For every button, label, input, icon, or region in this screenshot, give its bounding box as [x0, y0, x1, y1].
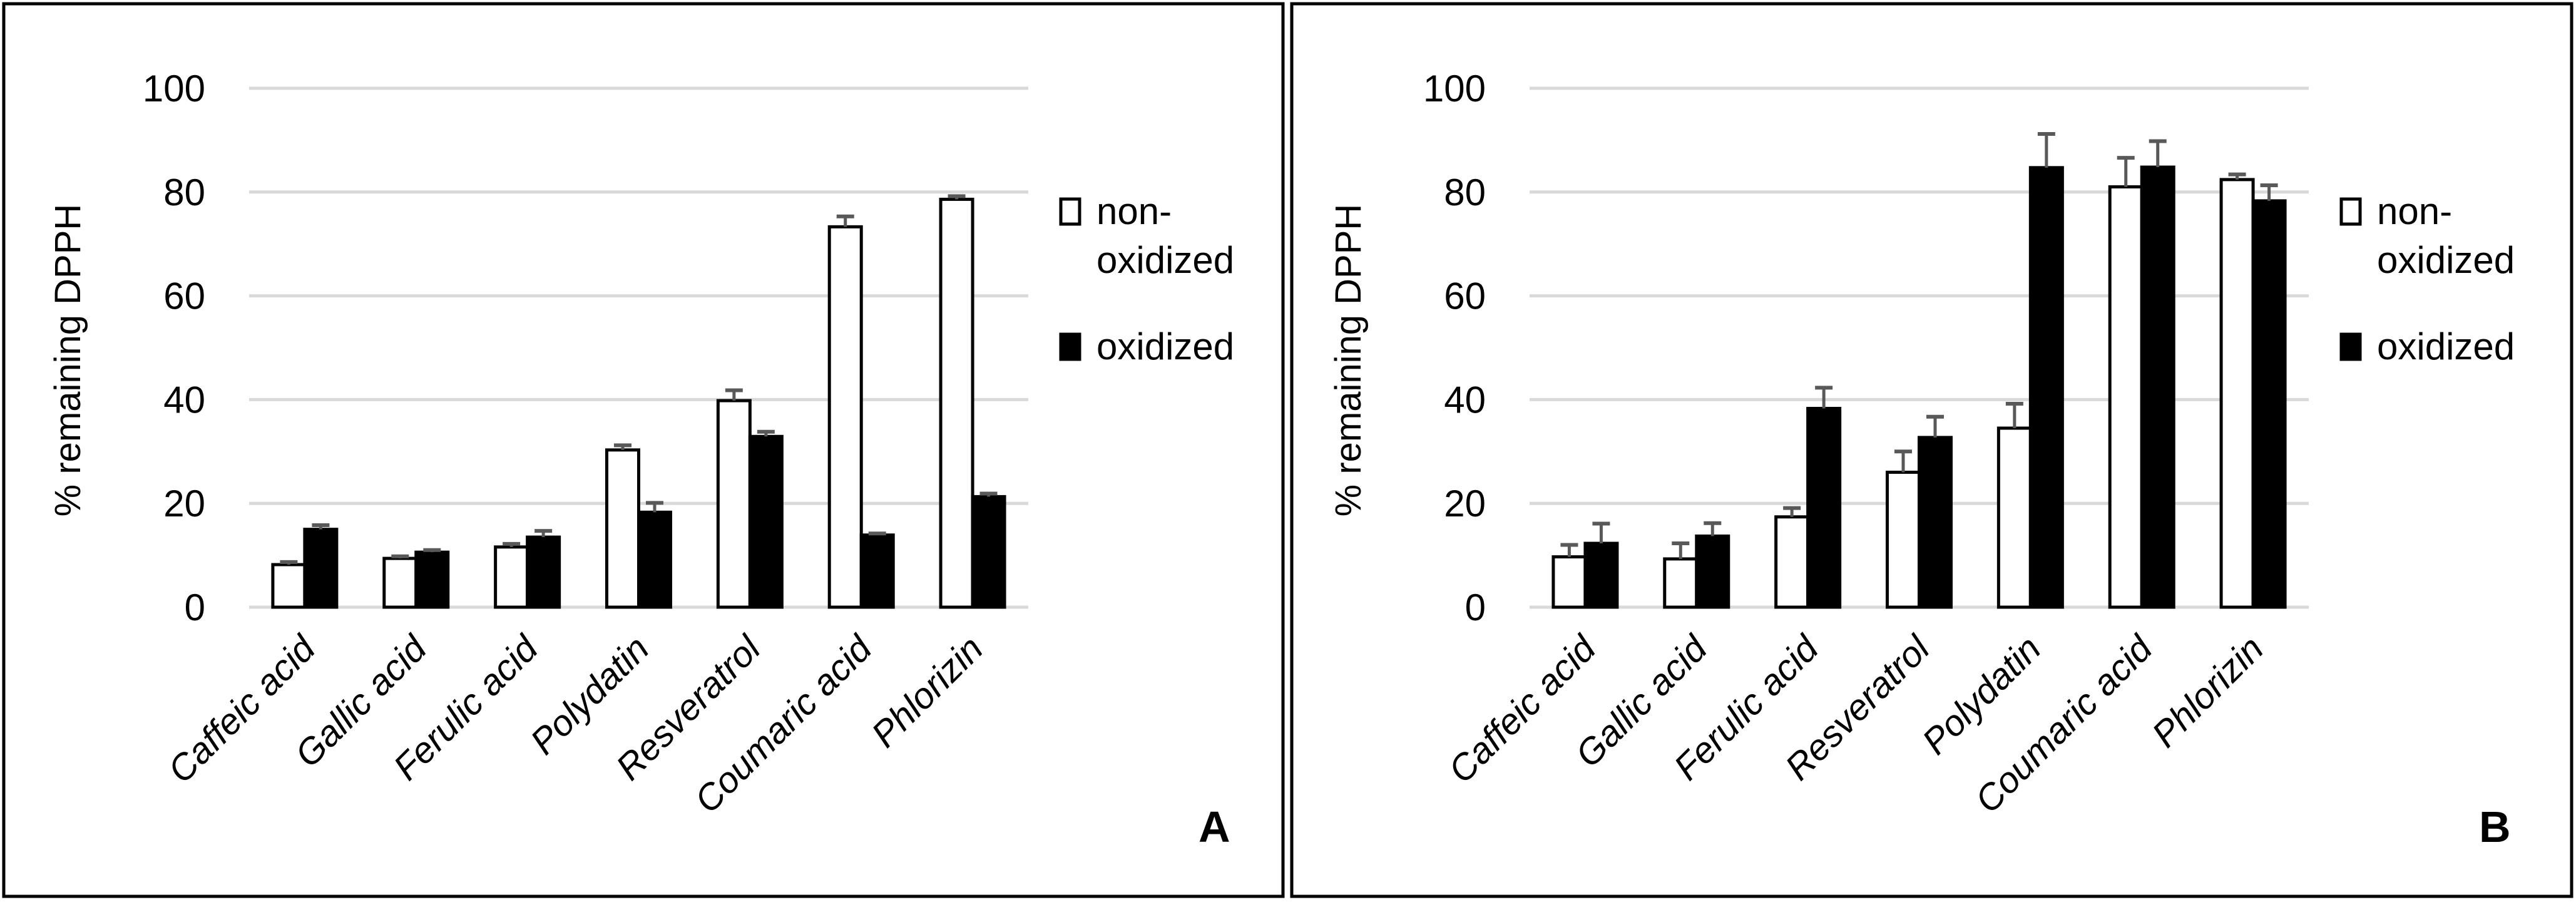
legend-swatch-non-oxidized [2339, 197, 2362, 226]
bar-non-oxidized [2219, 178, 2255, 609]
y-tick-label: 80 [163, 172, 205, 213]
y-tick-label: 0 [1465, 587, 1486, 628]
bar-non-oxidized [1774, 515, 1810, 609]
y-tick-label: 20 [1444, 483, 1486, 525]
y-tick-label: 20 [163, 483, 205, 525]
bar-non-oxidized [271, 563, 307, 609]
legend-swatch-oxidized [1059, 332, 1081, 361]
x-tick-label: Caffeic acid [1441, 627, 1604, 791]
legend-label-non-oxidized: oxidized [2377, 239, 2515, 281]
bar-non-oxidized [939, 197, 974, 609]
panel-frame [1290, 2, 2573, 898]
y-tick-label: 100 [143, 68, 205, 110]
bar-non-oxidized [605, 448, 640, 609]
y-tick-label: 40 [163, 379, 205, 421]
bar-non-oxidized [1996, 426, 2032, 609]
panel-letter: A [1199, 802, 1230, 851]
legend-label-oxidized: oxidized [2377, 325, 2515, 367]
chart-panel-b: 0 20 40 60 80 100 % remaining DPPH Caffeic acid… [1290, 2, 2573, 898]
bar-oxidized [971, 495, 1006, 609]
bar-oxidized [1695, 534, 1730, 609]
y-axis-title: % remaining DPPH [1328, 204, 1369, 517]
legend-swatch-oxidized [2339, 332, 2362, 361]
y-tick-label: 0 [185, 587, 205, 628]
bar-oxidized [1918, 436, 1953, 609]
legend-label-oxidized: oxidized [1096, 325, 1234, 367]
bar-oxidized [526, 535, 561, 609]
legend-swatch-non-oxidized [1059, 197, 1081, 226]
x-tick-label: Phlorizin [864, 628, 991, 755]
bar-oxidized [2028, 166, 2064, 609]
bar-oxidized [1806, 406, 1842, 609]
y-axis-title: % remaining DPPH [48, 204, 88, 517]
bar-non-oxidized [1886, 470, 1921, 609]
y-tick-label: 100 [1423, 68, 1486, 110]
bar-non-oxidized [827, 225, 863, 609]
legend-label-non-oxidized: non- [2377, 190, 2452, 232]
bar-oxidized [2140, 165, 2175, 609]
y-tick-label: 60 [163, 275, 205, 317]
legend-label-non-oxidized: oxidized [1096, 239, 1234, 281]
bar-non-oxidized [2108, 185, 2144, 609]
bar-non-oxidized [382, 556, 418, 609]
bar-oxidized [637, 510, 672, 609]
y-tick-label: 80 [1444, 172, 1486, 213]
bar-oxidized [303, 528, 339, 609]
bar-non-oxidized [1551, 555, 1587, 609]
panel-letter: B [2479, 802, 2511, 851]
bar-oxidized [2251, 199, 2287, 609]
x-tick-label: Caffeic acid [160, 627, 324, 791]
panel-frame [2, 2, 1285, 898]
legend-label-non-oxidized: non- [1096, 190, 1172, 232]
y-tick-label: 60 [1444, 275, 1486, 317]
chart-panel-a: 0 20 40 60 80 100 % remaining DPPH Caffeic acid… [2, 2, 1285, 898]
bar-non-oxidized [494, 545, 529, 609]
bar-oxidized [1583, 541, 1619, 609]
bar-non-oxidized [716, 399, 752, 609]
bar-oxidized [414, 550, 450, 609]
bar-non-oxidized [1663, 557, 1699, 609]
bar-oxidized [859, 533, 895, 609]
y-tick-label: 40 [1444, 379, 1486, 421]
bar-oxidized [748, 434, 784, 609]
x-tick-label: Phlorizin [2144, 628, 2271, 755]
